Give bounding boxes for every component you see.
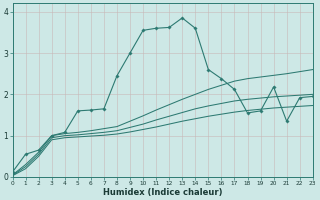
- X-axis label: Humidex (Indice chaleur): Humidex (Indice chaleur): [103, 188, 222, 197]
